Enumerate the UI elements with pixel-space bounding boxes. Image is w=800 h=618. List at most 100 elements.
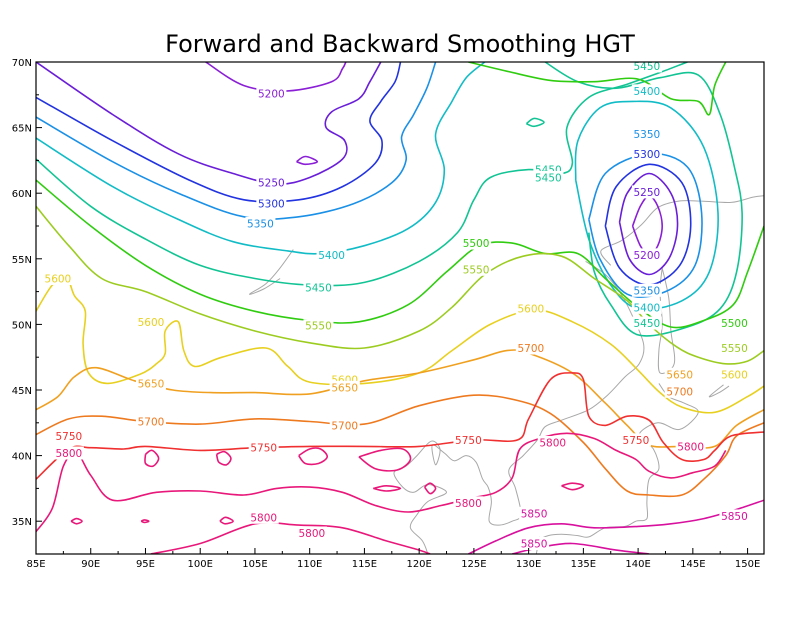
contour-5800-25	[358, 447, 412, 472]
contour-label-bg-12	[515, 302, 546, 316]
contour-label-5400: 5400	[633, 302, 660, 314]
contour-label-bg-8	[461, 262, 492, 276]
contour-label-5200: 5200	[633, 250, 660, 262]
contour-5800-31	[219, 516, 234, 525]
contour-label-5650: 5650	[138, 378, 165, 390]
x-tick-label-125: 125E	[461, 559, 486, 570]
contour-label-5450: 5450	[305, 283, 332, 295]
contour-label-5200: 5200	[258, 88, 285, 100]
contour-5500-14	[36, 179, 764, 329]
contour-5200-2	[296, 155, 319, 166]
x-tick-label-120: 120E	[406, 559, 431, 570]
contour-label-5600: 5600	[138, 317, 165, 329]
contour-label-bg-1	[256, 176, 287, 190]
contour-label-layer: 5200 5250 5300 5350 5400 5450 5500 5550 5550 5600…	[42, 59, 750, 551]
y-tick-label-50: 50N	[12, 320, 32, 331]
contour-label-bg-0	[256, 86, 287, 100]
contour-5450-11	[36, 62, 688, 287]
contour-label-bg-39	[631, 316, 662, 330]
contour-label-5750: 5750	[250, 443, 277, 455]
plot-frame	[35, 61, 765, 555]
contour-label-bg-41	[719, 341, 750, 355]
contour-layer	[36, 62, 764, 554]
contour-label-bg-25	[537, 435, 568, 449]
contour-5800-32	[150, 521, 431, 554]
contour-label-bg-9	[42, 271, 73, 285]
contour-label-bg-30	[533, 170, 564, 184]
contour-5200-0	[205, 62, 347, 92]
contour-label-bg-40	[719, 316, 750, 330]
contour-label-5850: 5850	[521, 508, 548, 520]
contour-label-bg-4	[316, 248, 347, 262]
contour-label-bg-36	[631, 248, 662, 262]
contour-label-5500: 5500	[463, 238, 490, 250]
contour-label-5850: 5850	[521, 539, 548, 551]
contour-label-5550: 5550	[721, 343, 748, 355]
contour-label-bg-34	[631, 147, 662, 161]
x-tick-label-130: 130E	[516, 559, 541, 570]
contour-5750-20	[36, 372, 764, 480]
contour-label-bg-28	[719, 509, 750, 523]
contour-label-bg-18	[53, 429, 84, 443]
contour-label-5350: 5350	[247, 218, 274, 230]
contour-5800-26	[373, 485, 402, 492]
contour-label-bg-6	[461, 236, 492, 250]
contour-5250-3	[36, 62, 382, 185]
contour-label-bg-46	[675, 439, 706, 453]
contour-5400-10	[574, 100, 719, 311]
contour-5600-17	[36, 277, 764, 414]
contour-label-bg-2	[256, 197, 287, 211]
contour-label-5300: 5300	[633, 149, 660, 161]
contour-label-bg-3	[245, 216, 276, 230]
contour-label-bg-44	[664, 384, 695, 398]
contour-label-bg-16	[329, 418, 360, 432]
contour-label-5450: 5450	[633, 318, 660, 330]
contour-5300-6	[604, 163, 692, 286]
contour-label-bg-20	[453, 433, 484, 447]
y-tick-label-45: 45N	[12, 386, 32, 397]
coastline-2	[530, 383, 699, 551]
contour-label-5800: 5800	[299, 528, 326, 540]
chart-title: Forward and Backward Smoothing HGT	[165, 30, 635, 58]
coastline-layer	[248, 195, 764, 554]
x-tick-label-100: 100E	[188, 559, 213, 570]
contour-label-bg-7	[303, 319, 334, 333]
contour-label-5400: 5400	[318, 250, 345, 262]
contour-label-bg-32	[631, 84, 662, 98]
contour-5450-12	[544, 62, 743, 337]
contour-label-5450: 5450	[633, 61, 660, 73]
contour-5300-5	[36, 62, 402, 203]
contour-5800-29	[70, 517, 83, 525]
contour-label-5750: 5750	[455, 435, 482, 447]
contour-label-5250: 5250	[633, 187, 660, 199]
contour-label-bg-26	[519, 506, 550, 520]
contour-label-bg-22	[248, 510, 279, 524]
y-tick-label-70: 70N	[12, 58, 32, 69]
contour-label-5650: 5650	[331, 382, 358, 394]
contour-label-bg-14	[329, 380, 360, 394]
x-tick-label-105: 105E	[242, 559, 267, 570]
contour-label-bg-17	[515, 341, 546, 355]
contour-label-5250: 5250	[258, 178, 285, 190]
contour-label-bg-27	[519, 537, 550, 551]
contour-label-bg-45	[620, 433, 651, 447]
contour-label-5550: 5550	[305, 321, 332, 333]
contour-label-5600: 5600	[517, 304, 544, 316]
contour-label-5750: 5750	[623, 435, 650, 447]
contour-label-5700: 5700	[138, 416, 165, 428]
contour-label-5600: 5600	[45, 273, 72, 285]
x-tick-label-90: 90E	[81, 559, 100, 570]
contour-5650-18	[36, 349, 764, 449]
x-tick-label-150: 150E	[735, 559, 760, 570]
contour-label-5350: 5350	[633, 129, 660, 141]
axis-tick-layer: 85E 90E 95E 100E 105E 110E 115E 120E 125E 130E 135…	[12, 58, 761, 570]
contour-label-5700: 5700	[331, 420, 358, 432]
x-tick-label-135: 135E	[571, 559, 596, 570]
x-tick-label-115: 115E	[352, 559, 377, 570]
y-tick-label-60: 60N	[12, 189, 32, 200]
contour-5450-13	[525, 117, 545, 128]
coastline-1	[393, 260, 645, 554]
contour-label-bg-15	[135, 414, 166, 428]
contour-label-bg-33	[631, 127, 662, 141]
contour-5350-7	[36, 62, 437, 220]
